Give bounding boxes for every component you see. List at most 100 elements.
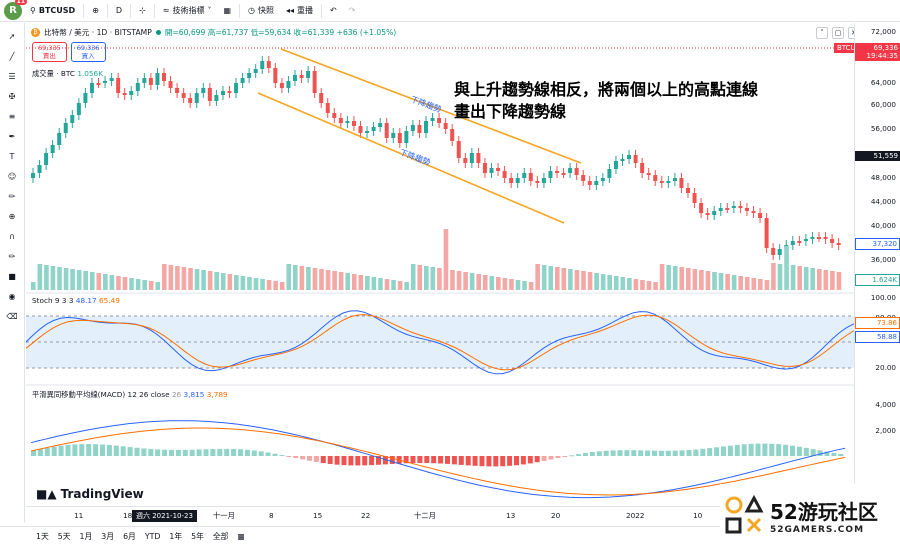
candle-body [659,181,664,183]
range-1y[interactable]: 1年 [169,532,183,541]
pattern-icon[interactable]: ✠ [8,91,16,101]
macd-histogram-bar [569,455,575,457]
volume-bar [365,276,370,290]
candle-body [424,121,428,133]
price-axis[interactable]: 72,000 69,336 19:44:35 64,000 60,000 56,0… [854,23,900,523]
snapshot-button[interactable]: ◷ 快照 [244,5,278,16]
macd-histogram-bar [148,448,154,456]
macd-histogram-bar [424,456,430,464]
candle-body [613,161,618,169]
redo-button[interactable]: ↷ [345,6,360,15]
range-all[interactable]: 全部 [212,532,229,541]
fib-icon[interactable]: ☰ [8,71,16,81]
grid-icon: ▦ [223,6,232,15]
trash-icon[interactable]: ⌫ [6,311,18,321]
candle-body [260,61,265,69]
macd-histogram-bar [272,453,278,456]
date-label: 18 [123,511,133,520]
layout-button[interactable]: ▦ [219,6,235,15]
volume-bar [686,268,691,290]
candle-body [790,241,795,245]
candle-body [299,75,304,78]
chart-area[interactable]: ₿ 比特幣 / 美元 · 1D · BITSTAMP 開=60,699 高=61… [26,23,900,523]
range-3m[interactable]: 3月 [101,532,115,541]
volume-bar [640,280,645,290]
macd-histogram-bar [58,445,64,456]
volume-bar [299,266,305,290]
maximize-icon[interactable]: ▢ [832,27,844,39]
volume-bar [672,266,678,290]
trendline-icon[interactable]: ╱ [9,51,15,61]
volume-bar [561,268,567,290]
volume-bar [148,281,154,290]
date-axis[interactable]: 11 18 週六 2021-10-23 十一月 8 15 22 十二月 13 2… [26,506,854,524]
macd-tick: 4,000 [875,400,896,409]
range-6m[interactable]: 6月 [123,532,136,541]
macd-histogram-bar [217,448,223,456]
replay-button[interactable]: ◂◂ 重播 [282,5,317,16]
indicators-button[interactable]: ≈ 技術指標 ˅ [159,5,216,16]
volume-bar [613,276,619,290]
candle-body [646,173,651,175]
buy-button[interactable]: 69,336 買入 [70,42,106,62]
interval-button[interactable]: D [112,6,126,15]
macd-histogram-bar [445,456,450,464]
macd-histogram-bar [265,452,271,456]
calendar-icon[interactable]: ▦ [237,532,245,541]
range-ytd[interactable]: YTD [144,532,161,541]
macd-histogram-bar [162,449,168,456]
volume-bar [37,264,43,290]
chart-canvas[interactable] [26,23,854,523]
zoom-icon[interactable]: ⊕ [8,211,16,221]
magnet-icon[interactable]: ∩ [9,231,15,241]
volume-bar [168,265,174,290]
sell-button[interactable]: 69,335 賣出 [32,42,67,62]
macd-histogram-bar [410,456,416,464]
candle-body [227,91,232,93]
divider [239,3,241,18]
forecast-icon[interactable]: ≡ [8,111,16,121]
range-1m[interactable]: 1月 [79,532,93,541]
macd-histogram-bar [362,456,368,466]
collapse-icon[interactable]: ˅ [816,27,828,39]
undo-button[interactable]: ↶ [326,6,341,15]
candle-body [70,115,75,123]
chart-type-button[interactable]: ⊹ [135,6,150,15]
volume-bar [70,269,75,290]
ruler-icon[interactable]: ✏ [8,191,16,201]
tradingview-logo: ■▲ TradingView [36,487,144,501]
macd-histogram-bar [238,449,243,456]
symbol-search[interactable]: ⚲ BTCUSD [26,6,79,15]
macd-legend: 平滑異同移動平均線(MACD) 12 26 close 26 3,815 3,7… [32,390,228,399]
candle-body [587,181,592,185]
macd-histogram-bar [113,445,119,456]
price-label: 64,000 [870,78,896,87]
volume-bar [325,270,331,290]
macd-histogram-bar [817,450,823,456]
indicators-label: 技術指標 [172,6,205,15]
eye-icon[interactable]: ◉ [8,291,16,301]
range-1d[interactable]: 1天 [36,532,49,541]
top-toolbar: R 11 ⚲ BTCUSD ⊕ D ⊹ ≈ 技術指標 ˅ ▦ ◷ 快照 ◂◂ 重播 ↶ ↷ [0,0,900,22]
range-5y[interactable]: 5年 [191,532,204,541]
volume-bar [744,277,750,290]
candle-body [463,158,468,163]
stay-drawing-icon[interactable]: ✏ [8,251,16,261]
text-icon[interactable]: T [9,151,15,161]
compare-button[interactable]: ⊕ [88,6,103,15]
candle-body [522,173,527,178]
divider [83,3,85,18]
candle-body [89,83,94,93]
volume-bar [627,278,632,290]
brush-icon[interactable]: ✒ [8,131,16,141]
divider [106,3,108,18]
cursor-icon[interactable]: ➚ [8,31,16,41]
volume-bar [790,265,796,290]
user-avatar[interactable]: R 11 [4,0,27,20]
lock-icon[interactable]: ■ [8,271,16,281]
bitcoin-icon: ₿ [31,28,40,37]
range-5d[interactable]: 5天 [57,532,71,541]
emoji-icon[interactable]: ☺ [7,171,17,181]
macd-histogram-bar [769,443,775,456]
tv-icon: ■▲ [36,487,57,501]
